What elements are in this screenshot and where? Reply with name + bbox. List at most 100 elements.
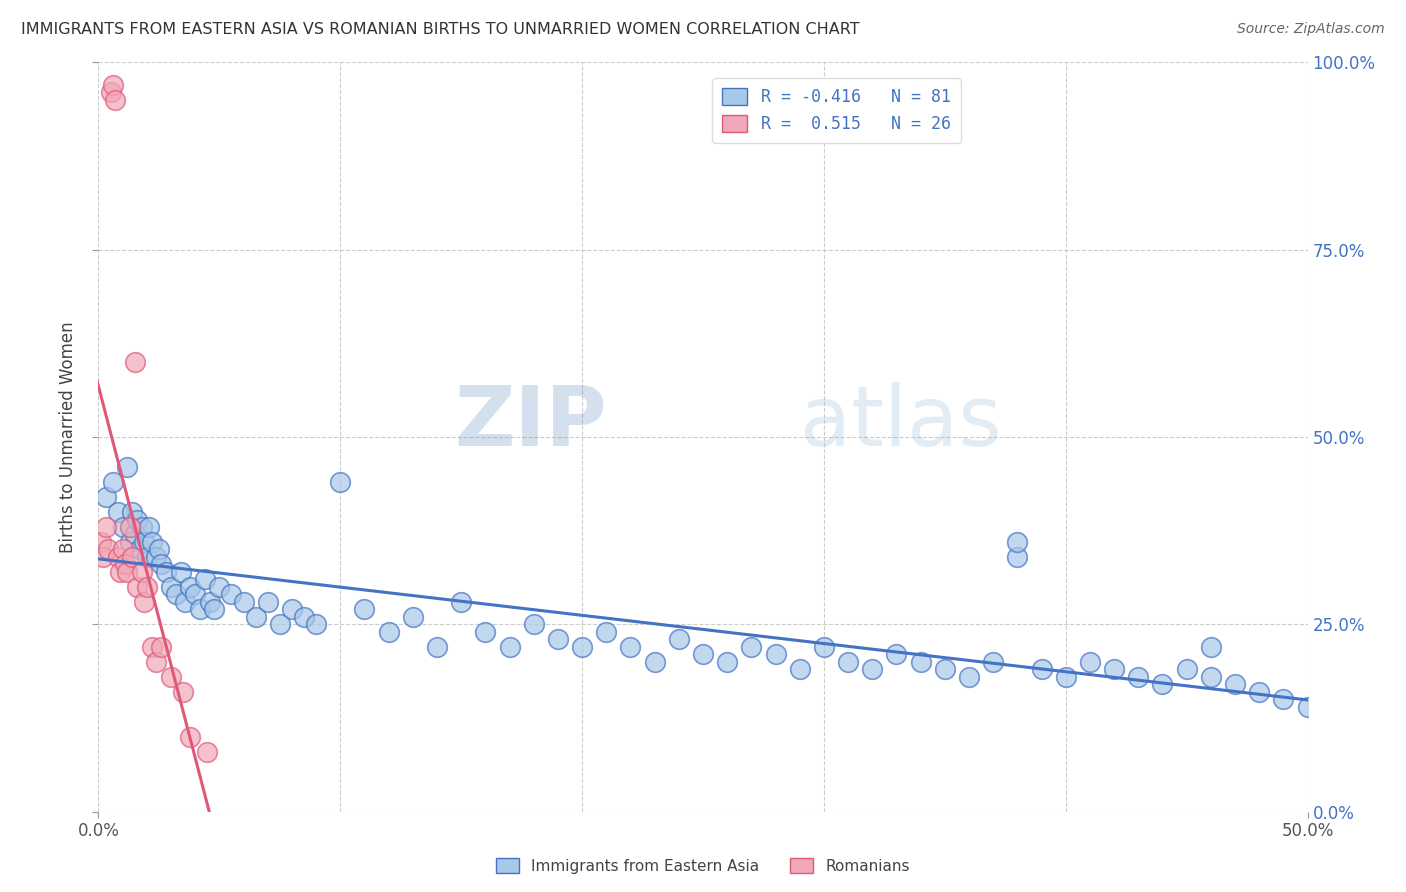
Text: atlas: atlas xyxy=(800,382,1001,463)
Point xyxy=(100,86,122,100)
Point xyxy=(179,730,201,744)
Point xyxy=(101,78,124,92)
Point xyxy=(165,587,187,601)
Point xyxy=(305,617,328,632)
Point xyxy=(114,558,136,572)
Point xyxy=(117,565,139,579)
Point xyxy=(128,542,150,557)
Point xyxy=(160,670,183,684)
Point xyxy=(91,549,114,564)
Point xyxy=(402,610,425,624)
Point xyxy=(184,587,207,601)
Point xyxy=(148,542,170,557)
Point xyxy=(1152,677,1174,691)
Point xyxy=(740,640,762,654)
Point xyxy=(474,624,496,639)
Point xyxy=(131,520,153,534)
Text: ZIP: ZIP xyxy=(454,382,606,463)
Point xyxy=(1296,699,1319,714)
Legend: R = -0.416   N = 81, R =  0.515   N = 26: R = -0.416 N = 81, R = 0.515 N = 26 xyxy=(713,78,960,143)
Point xyxy=(292,610,315,624)
Point xyxy=(256,595,278,609)
Text: IMMIGRANTS FROM EASTERN ASIA VS ROMANIAN BIRTHS TO UNMARRIED WOMEN CORRELATION C: IMMIGRANTS FROM EASTERN ASIA VS ROMANIAN… xyxy=(21,22,859,37)
Point xyxy=(281,602,304,616)
Point xyxy=(813,640,835,654)
Point xyxy=(134,595,156,609)
Point xyxy=(1249,685,1271,699)
Point xyxy=(1007,535,1029,549)
Point xyxy=(127,580,149,594)
Point xyxy=(1007,549,1029,564)
Point xyxy=(124,527,146,541)
Point xyxy=(101,475,124,489)
Point xyxy=(108,565,131,579)
Point xyxy=(1199,640,1222,654)
Point xyxy=(131,565,153,579)
Point xyxy=(232,595,254,609)
Point xyxy=(155,565,177,579)
Point xyxy=(111,520,134,534)
Point xyxy=(910,655,932,669)
Point xyxy=(138,520,160,534)
Point xyxy=(104,93,127,107)
Point xyxy=(172,685,194,699)
Point xyxy=(179,580,201,594)
Point xyxy=(668,632,690,647)
Point xyxy=(121,549,143,564)
Point xyxy=(765,648,787,662)
Point xyxy=(150,558,173,572)
Point xyxy=(934,662,956,676)
Point xyxy=(329,475,352,489)
Point xyxy=(692,648,714,662)
Point xyxy=(377,624,399,639)
Point xyxy=(1054,670,1077,684)
Point xyxy=(135,580,157,594)
Point xyxy=(716,655,738,669)
Y-axis label: Births to Unmarried Women: Births to Unmarried Women xyxy=(59,321,77,553)
Point xyxy=(195,745,218,759)
Point xyxy=(269,617,291,632)
Point xyxy=(118,520,141,534)
Point xyxy=(90,535,112,549)
Point xyxy=(426,640,449,654)
Point xyxy=(498,640,520,654)
Point xyxy=(160,580,183,594)
Point xyxy=(1272,692,1295,706)
Point xyxy=(134,535,156,549)
Point xyxy=(107,505,129,519)
Point xyxy=(523,617,546,632)
Point xyxy=(141,640,163,654)
Point xyxy=(957,670,980,684)
Point xyxy=(886,648,908,662)
Point xyxy=(145,549,167,564)
Point xyxy=(789,662,811,676)
Point xyxy=(97,542,120,557)
Point xyxy=(124,355,146,369)
Point xyxy=(1199,670,1222,684)
Point xyxy=(141,535,163,549)
Point xyxy=(127,512,149,526)
Point xyxy=(1128,670,1150,684)
Legend: Immigrants from Eastern Asia, Romanians: Immigrants from Eastern Asia, Romanians xyxy=(491,852,915,880)
Point xyxy=(1175,662,1198,676)
Point xyxy=(1031,662,1053,676)
Point xyxy=(1078,655,1101,669)
Point xyxy=(111,542,134,557)
Point xyxy=(198,595,221,609)
Point xyxy=(150,640,173,654)
Point xyxy=(204,602,226,616)
Point xyxy=(1223,677,1246,691)
Point xyxy=(547,632,569,647)
Point xyxy=(208,580,231,594)
Point xyxy=(619,640,641,654)
Point xyxy=(94,490,117,504)
Point xyxy=(571,640,593,654)
Point xyxy=(188,602,211,616)
Point xyxy=(135,549,157,564)
Point xyxy=(221,587,243,601)
Point xyxy=(121,505,143,519)
Point xyxy=(860,662,883,676)
Point xyxy=(245,610,267,624)
Point xyxy=(353,602,375,616)
Point xyxy=(174,595,197,609)
